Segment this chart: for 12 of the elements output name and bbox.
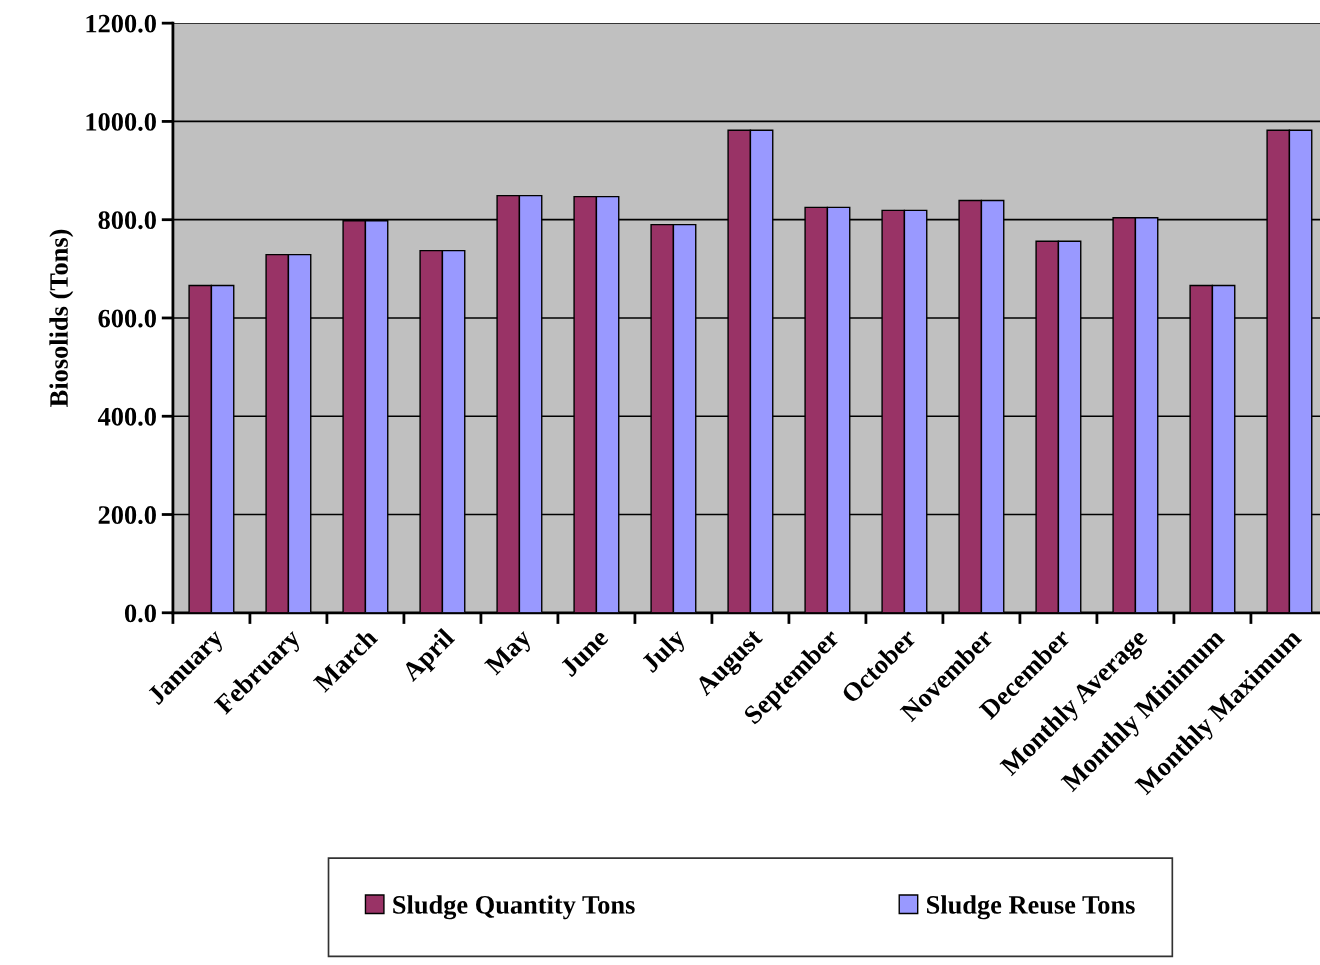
x-tick-label: June: [559, 627, 610, 678]
legend-label: Sludge Quantity Tons: [393, 895, 635, 920]
y-tick-label: 1000.0: [86, 113, 156, 131]
y-tick-label: 0.0: [124, 604, 156, 623]
y-tick-label: 400.0: [97, 407, 156, 426]
y-tick-label: 800.0: [98, 211, 156, 230]
y-axis-title: Biosolids (Tons): [49, 229, 74, 407]
y-tick-label: 200.0: [98, 506, 156, 525]
y-tick-label: 1200.0: [86, 14, 156, 33]
y-tick-label: 600.0: [98, 309, 156, 328]
legend-label: Sludge Reuse Tons: [927, 895, 1135, 920]
x-tick-label: July: [640, 626, 691, 678]
